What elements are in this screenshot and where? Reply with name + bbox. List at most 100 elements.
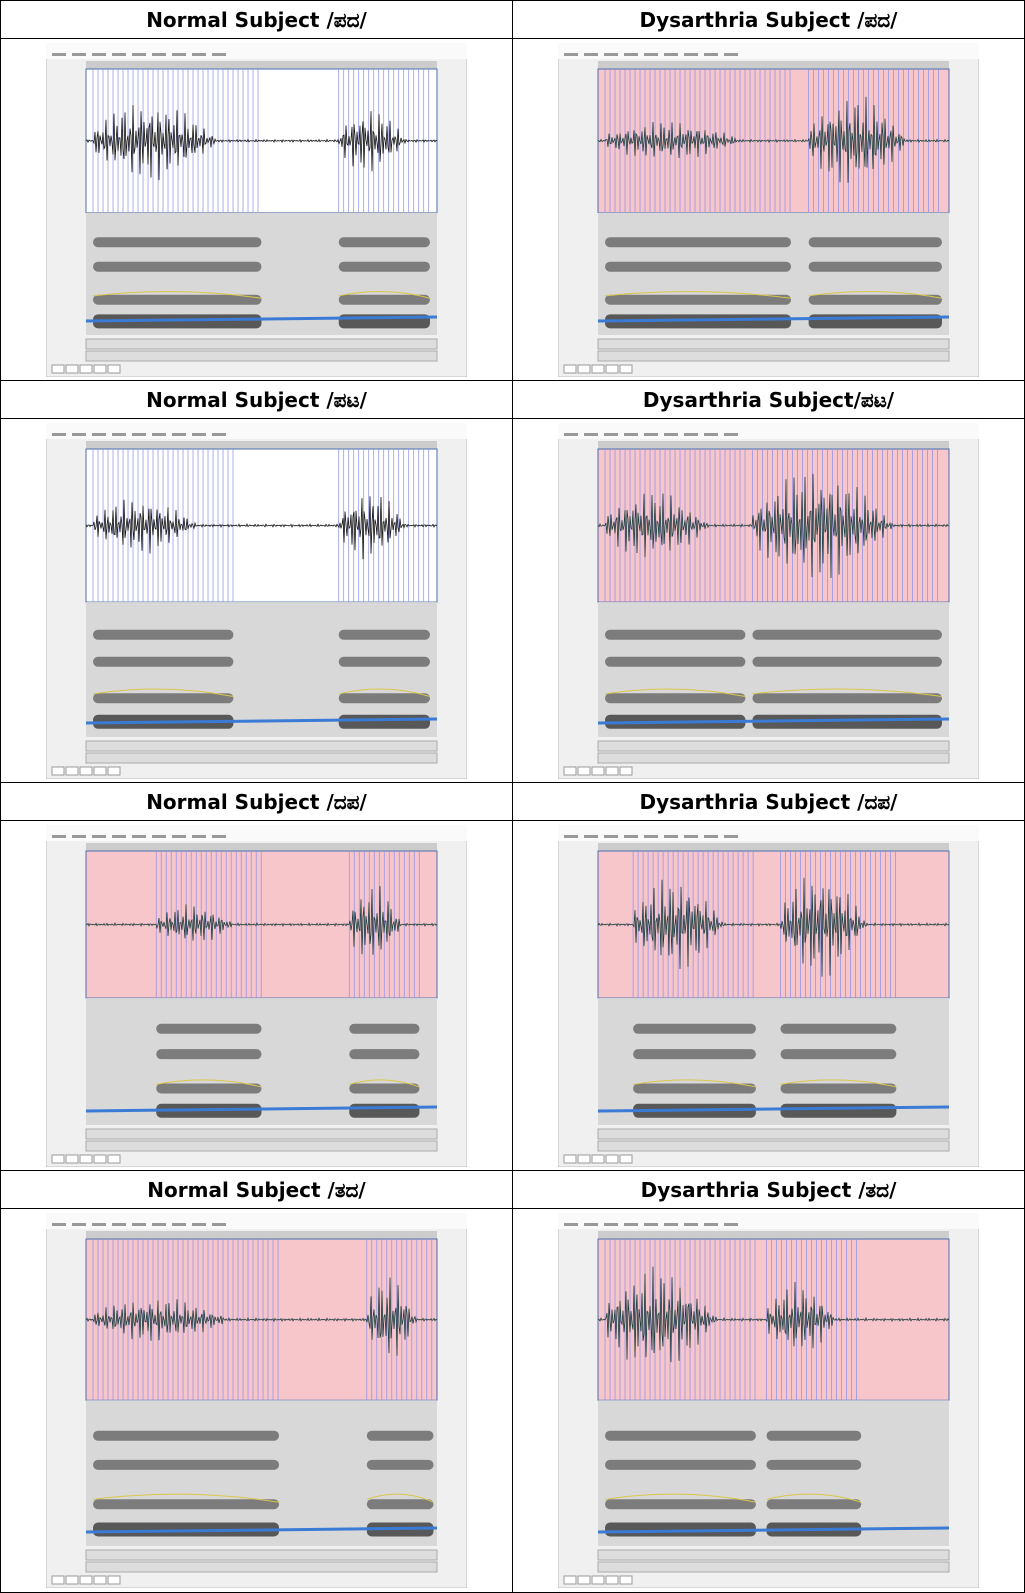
menu-item bbox=[624, 835, 638, 838]
menu-item bbox=[132, 1223, 146, 1226]
menu-item bbox=[92, 835, 106, 838]
menu-item bbox=[192, 835, 206, 838]
row-divider bbox=[1, 1170, 1024, 1171]
selection-bar bbox=[86, 1231, 437, 1239]
zoom-button bbox=[80, 1155, 92, 1163]
formant-band bbox=[339, 630, 430, 640]
formant-band bbox=[809, 237, 942, 247]
menu-item bbox=[704, 433, 718, 436]
menu-item bbox=[684, 433, 698, 436]
formant-band bbox=[93, 630, 233, 640]
menu-bar bbox=[558, 1213, 979, 1229]
menu-bar bbox=[46, 43, 467, 59]
menu-item bbox=[624, 433, 638, 436]
formant-band bbox=[766, 1460, 861, 1470]
menu-item bbox=[564, 1223, 578, 1226]
praat-screenshot bbox=[558, 423, 979, 779]
formant-band bbox=[605, 1431, 756, 1441]
selection-bar bbox=[86, 843, 437, 851]
praat-screenshot bbox=[558, 825, 979, 1167]
time-bar bbox=[86, 339, 437, 349]
menu-item bbox=[92, 433, 106, 436]
formant-band bbox=[633, 1024, 756, 1034]
zoom-button bbox=[606, 1576, 618, 1584]
time-bar bbox=[598, 339, 949, 349]
menu-item bbox=[132, 433, 146, 436]
figure: Normal Subject /ಪದ/Dysarthria Subject /ಪ… bbox=[0, 0, 1025, 1593]
formant-band bbox=[781, 1083, 897, 1093]
praat-screenshot bbox=[558, 43, 979, 377]
zoom-button bbox=[620, 1155, 632, 1163]
praat-screenshot bbox=[46, 43, 467, 377]
praat-screenshot bbox=[558, 1213, 979, 1588]
menu-item bbox=[192, 1223, 206, 1226]
zoom-button bbox=[606, 365, 618, 373]
time-bar bbox=[598, 1141, 949, 1151]
menu-bar bbox=[46, 423, 467, 439]
zoom-button bbox=[620, 767, 632, 775]
menu-item bbox=[584, 433, 598, 436]
menu-item bbox=[112, 53, 126, 56]
formant-band bbox=[367, 1499, 434, 1509]
zoom-button bbox=[66, 1155, 78, 1163]
menu-item bbox=[212, 433, 226, 436]
menu-item bbox=[72, 1223, 86, 1226]
zoom-button bbox=[564, 365, 576, 373]
menu-item bbox=[152, 53, 166, 56]
zoom-button bbox=[606, 1155, 618, 1163]
zoom-button bbox=[578, 365, 590, 373]
praat-screenshot bbox=[46, 423, 467, 779]
menu-item bbox=[112, 1223, 126, 1226]
menu-item bbox=[72, 835, 86, 838]
formant-band bbox=[605, 693, 745, 703]
formant-band bbox=[766, 1431, 861, 1441]
panel-title: Normal Subject /ಪದ/ bbox=[1, 1, 512, 39]
menu-item bbox=[644, 53, 658, 56]
selection-bar bbox=[598, 441, 949, 449]
menu-item bbox=[52, 1223, 66, 1226]
time-bar bbox=[86, 1562, 437, 1572]
formant-band bbox=[339, 295, 430, 305]
menu-item bbox=[72, 53, 86, 56]
menu-item bbox=[212, 835, 226, 838]
formant-band bbox=[809, 262, 942, 272]
menu-item bbox=[664, 53, 678, 56]
formant-band bbox=[752, 693, 942, 703]
zoom-button bbox=[592, 1576, 604, 1584]
menu-bar bbox=[46, 825, 467, 841]
menu-item bbox=[664, 1223, 678, 1226]
panel-title: Normal Subject /ಪಟ/ bbox=[1, 381, 512, 419]
menu-item bbox=[704, 53, 718, 56]
time-bar bbox=[86, 1550, 437, 1560]
menu-item bbox=[624, 53, 638, 56]
menu-item bbox=[52, 53, 66, 56]
zoom-button bbox=[108, 767, 120, 775]
menu-item bbox=[92, 53, 106, 56]
zoom-button bbox=[94, 365, 106, 373]
zoom-button bbox=[564, 1155, 576, 1163]
formant-band bbox=[781, 1049, 897, 1059]
formant-band bbox=[367, 1460, 434, 1470]
zoom-button bbox=[606, 767, 618, 775]
zoom-button bbox=[564, 1576, 576, 1584]
formant-band bbox=[156, 1083, 261, 1093]
column-divider bbox=[512, 1, 513, 1592]
formant-band bbox=[93, 237, 261, 247]
formant-band bbox=[605, 657, 745, 667]
formant-band bbox=[605, 262, 791, 272]
zoom-button bbox=[108, 1576, 120, 1584]
menu-item bbox=[112, 835, 126, 838]
menu-item bbox=[72, 433, 86, 436]
menu-item bbox=[724, 433, 738, 436]
panel-title: Normal Subject /ತದ/ bbox=[1, 1171, 512, 1209]
zoom-button bbox=[52, 767, 64, 775]
zoom-button bbox=[620, 1576, 632, 1584]
zoom-button bbox=[592, 1155, 604, 1163]
formant-band bbox=[349, 1049, 419, 1059]
time-bar bbox=[598, 351, 949, 361]
menu-item bbox=[192, 433, 206, 436]
zoom-button bbox=[66, 365, 78, 373]
menu-item bbox=[152, 433, 166, 436]
formant-band bbox=[156, 1024, 261, 1034]
menu-item bbox=[644, 1223, 658, 1226]
